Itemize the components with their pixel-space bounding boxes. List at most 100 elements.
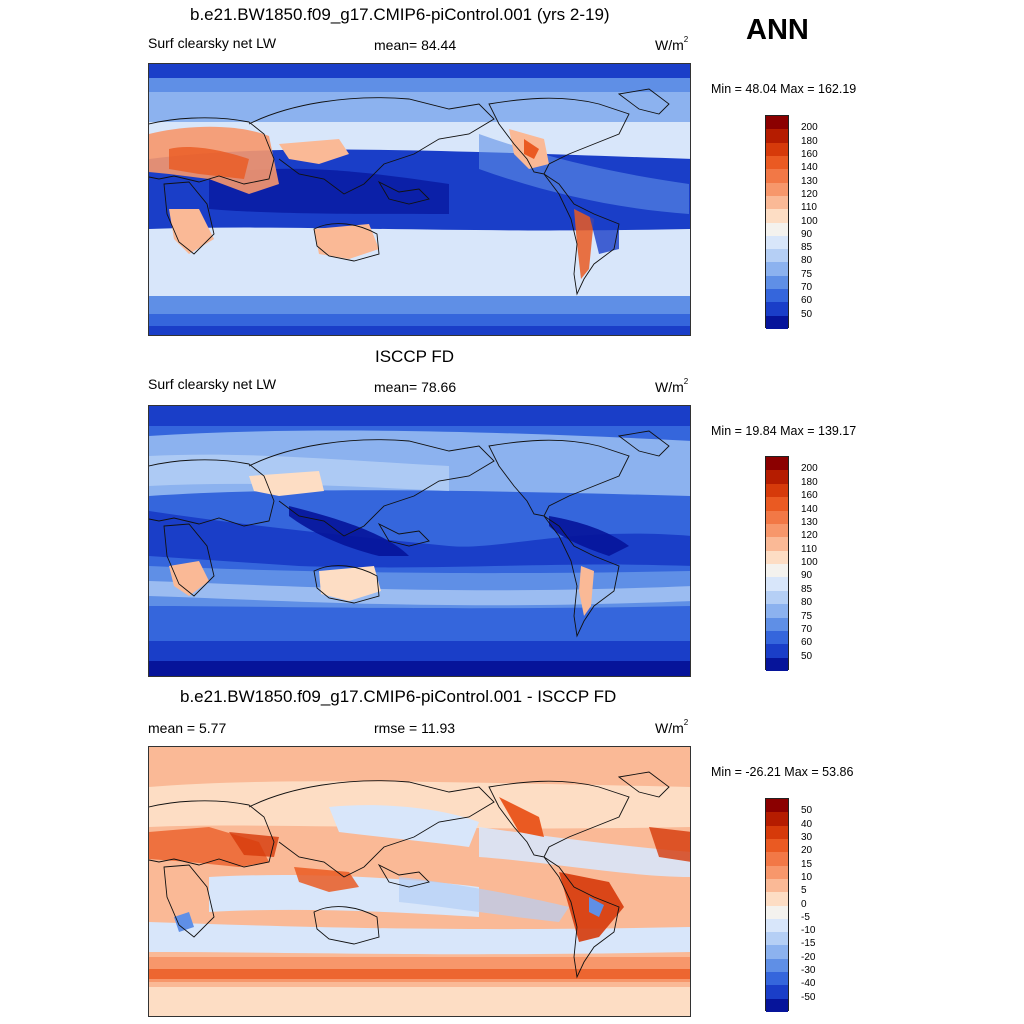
colorbar-swatch — [766, 262, 788, 276]
season-label: ANN — [746, 14, 809, 46]
colorbar-tick-label: 180 — [801, 135, 818, 147]
colorbar-swatch — [766, 812, 788, 826]
colorbar-swatch — [766, 838, 788, 853]
colorbar-tick-label: 80 — [801, 255, 813, 267]
panel2-variable-label: Surf clearsky net LW — [148, 376, 277, 392]
colorbar-swatch — [766, 905, 788, 919]
colorbar-tick-label: 50 — [801, 805, 813, 817]
colorbar-tick-label: -10 — [801, 925, 816, 937]
colorbar-tick-label: 160 — [801, 490, 818, 502]
colorbar-tick-label: 30 — [801, 831, 813, 843]
colorbar-swatch — [766, 590, 788, 605]
colorbar-tick-label: 100 — [801, 215, 818, 227]
colorbar-swatch — [766, 129, 788, 143]
colorbar-swatch — [766, 865, 788, 879]
panel3-map — [148, 746, 691, 1017]
colorbar-swatch — [766, 972, 788, 986]
colorbar-swatch — [766, 932, 788, 946]
colorbar-swatch — [766, 852, 788, 866]
colorbar-tick-label: 40 — [801, 818, 813, 830]
colorbar-swatch — [766, 918, 788, 933]
colorbar-swatch — [766, 249, 788, 263]
colorbar-tick-label: -15 — [801, 938, 816, 950]
panel2-map — [148, 405, 691, 677]
colorbar-tick-label: 140 — [801, 503, 818, 515]
colorbar-tick-label: 85 — [801, 583, 813, 595]
colorbar-tick-label: 110 — [801, 202, 817, 214]
colorbar-tick-label: 75 — [801, 610, 813, 622]
colorbar-swatch — [766, 799, 788, 813]
colorbar-tick-label: 50 — [801, 650, 813, 662]
colorbar-tick-label: 85 — [801, 242, 813, 254]
colorbar-swatch — [766, 878, 788, 893]
model-plot-title: b.e21.BW1850.f09_g17.CMIP6-piControl.001… — [190, 5, 610, 24]
colorbar-swatch — [766, 470, 788, 484]
colorbar-swatch — [766, 497, 788, 511]
colorbar-tick-label: -20 — [801, 951, 816, 963]
diff-plot-title: b.e21.BW1850.f09_g17.CMIP6-piControl.001… — [180, 687, 617, 706]
colorbar-tick-label: 130 — [801, 175, 818, 187]
colorbar-tick-label: 60 — [801, 637, 813, 649]
obs-plot-title: ISCCP FD — [375, 347, 455, 366]
panel1-variable-label: Surf clearsky net LW — [148, 35, 277, 51]
panel3-minmax: Min = -26.21 Max = 53.86 — [711, 765, 854, 779]
colorbar-tick-label: 15 — [801, 858, 813, 870]
colorbar-tick-label: 130 — [801, 516, 818, 528]
colorbar-tick-label: 20 — [801, 845, 813, 857]
colorbar-tick-label: 70 — [801, 623, 813, 635]
colorbar-tick-label: 120 — [801, 530, 818, 542]
colorbar-swatch — [766, 275, 788, 290]
colorbar-swatch — [766, 825, 788, 839]
colorbar-swatch — [766, 222, 788, 236]
colorbar-tick-label: 10 — [801, 871, 813, 883]
colorbar-tick-label: 180 — [801, 476, 818, 488]
colorbar-swatch — [766, 116, 788, 130]
colorbar-swatch — [766, 169, 788, 183]
colorbar-swatch — [766, 537, 788, 551]
colorbar-tick-label: 80 — [801, 597, 813, 609]
colorbar-swatch — [766, 142, 788, 156]
colorbar-swatch — [766, 657, 788, 671]
colorbar-swatch — [766, 457, 788, 471]
colorbar-tick-label: 5 — [801, 885, 807, 897]
colorbar-tick-label: -40 — [801, 978, 816, 990]
colorbar-tick-label: 75 — [801, 268, 813, 280]
panel2-minmax: Min = 19.84 Max = 139.17 — [711, 424, 857, 438]
colorbar-tick-label: 200 — [801, 122, 818, 134]
panel2-units-label: W/m2 — [655, 377, 689, 395]
panel3-mean-label: mean = 5.77 — [148, 720, 227, 736]
panel1-units-label: W/m2 — [655, 35, 689, 53]
panel3-units-label: W/m2 — [655, 718, 689, 736]
colorbar-swatch — [766, 958, 788, 973]
colorbar-tick-label: 110 — [801, 543, 817, 555]
colorbar-swatch — [766, 945, 788, 959]
colorbar-swatch — [766, 985, 788, 999]
colorbar-tick-label: 0 — [801, 898, 807, 910]
colorbar-swatch — [766, 483, 788, 498]
colorbar-swatch — [766, 315, 788, 329]
colorbar-tick-label: 60 — [801, 295, 813, 307]
colorbar-swatch — [766, 209, 788, 223]
colorbar-swatch — [766, 195, 788, 210]
colorbar-tick-label: 200 — [801, 463, 818, 475]
colorbar-tick-label: 140 — [801, 162, 818, 174]
panel1-minmax: Min = 48.04 Max = 162.19 — [711, 82, 857, 96]
colorbar-swatch — [766, 564, 788, 578]
colorbar-tick-label: 160 — [801, 148, 818, 160]
colorbar-swatch — [766, 550, 788, 564]
colorbar-swatch — [766, 182, 788, 196]
colorbar-tick-label: -5 — [801, 911, 810, 923]
colorbar-swatch — [766, 523, 788, 538]
panel3-rmse-label: rmse = 11.93 — [374, 720, 456, 736]
colorbar-swatch — [766, 892, 788, 906]
colorbar-swatch — [766, 510, 788, 524]
colorbar-tick-label: 90 — [801, 570, 813, 582]
colorbar-swatch — [766, 998, 788, 1012]
panel1-map — [148, 63, 691, 336]
colorbar-swatch — [766, 617, 788, 631]
colorbar-swatch — [766, 630, 788, 645]
colorbar-tick-label: 50 — [801, 308, 813, 320]
colorbar-swatch — [766, 235, 788, 250]
panel1-colorbar — [765, 115, 789, 329]
colorbar-swatch — [766, 604, 788, 618]
